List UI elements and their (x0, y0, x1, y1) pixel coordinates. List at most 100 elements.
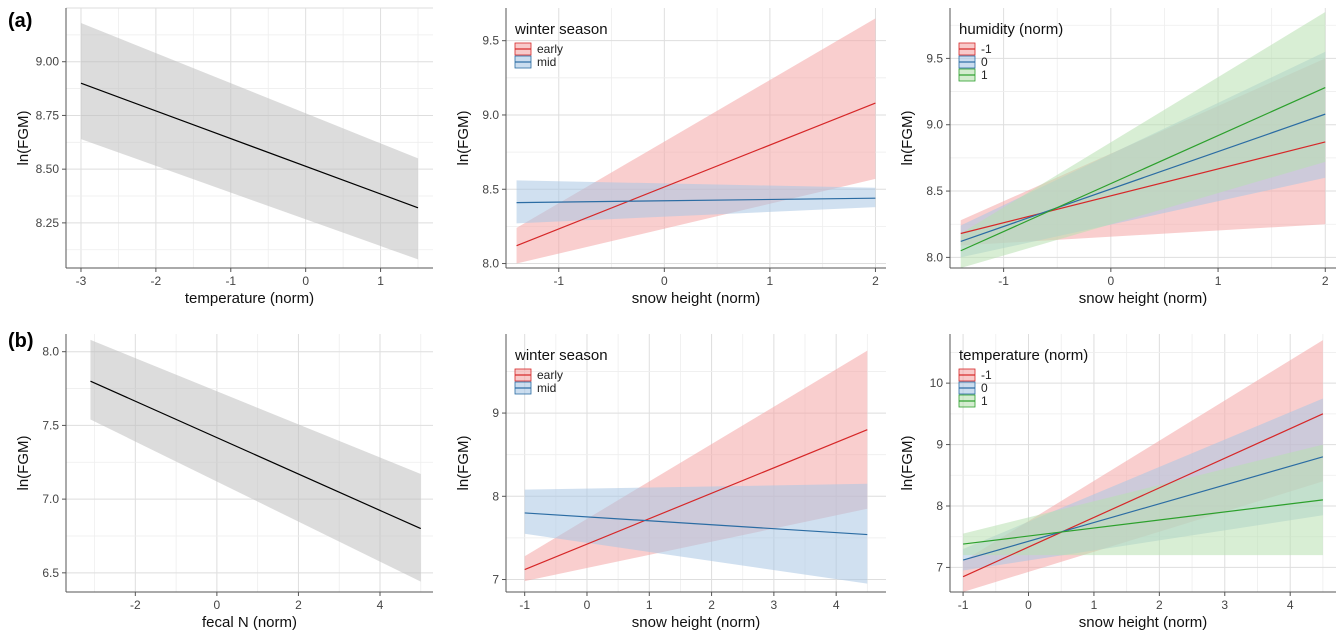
y-axis-title: ln(FGM) (455, 436, 472, 491)
fit-line-fit (90, 380, 422, 530)
x-tick-label: -3 (76, 274, 87, 288)
x-tick-label: 0 (584, 598, 591, 612)
legend-label: early (537, 368, 563, 382)
x-tick-label: 1 (377, 274, 384, 288)
chart-panel-1: -3 -2 -1 0 1 8.25 8.50 8.75 9.00 temperature (nor… (15, 7, 433, 307)
y-axis-title: ln(FGM) (899, 111, 916, 166)
fit-line-series-2 (962, 456, 1324, 561)
x-tick-label: 2 (872, 274, 879, 288)
legend-label: 0 (981, 55, 988, 69)
fit-line-series-1 (962, 413, 1324, 578)
y-tick-label: 9.5 (482, 34, 499, 48)
x-tick-label: -1 (958, 598, 969, 612)
legend-title: winter season (514, 21, 608, 38)
y-tick-label: 9.0 (926, 118, 943, 132)
y-tick-label: 7.0 (42, 492, 59, 506)
y-tick-label: 8.5 (926, 184, 943, 198)
fit-line-series-2 (516, 197, 876, 204)
x-tick-label: 0 (1107, 274, 1114, 288)
x-tick-label: 0 (661, 274, 668, 288)
fit-line-series-3 (963, 499, 1323, 545)
x-tick-label: -1 (225, 274, 236, 288)
x-tick-label: 0 (302, 274, 309, 288)
y-tick-label: 8.25 (36, 216, 60, 230)
chart-panel-2: -1 0 1 2 8.0 8.5 9.0 9.5 snow height (norm) ln(FG… (455, 8, 886, 307)
y-tick-label: 8.0 (42, 345, 59, 359)
y-tick-label: 9.0 (482, 108, 499, 122)
x-tick-label: 2 (708, 598, 715, 612)
x-tick-label: 3 (1221, 598, 1228, 612)
fit-line-series-1 (516, 102, 876, 247)
y-tick-label: 8.0 (926, 250, 943, 264)
y-tick-label: 7 (492, 573, 499, 587)
x-tick-label: 4 (377, 598, 384, 612)
legend-label: -1 (981, 368, 992, 382)
legend-label: -1 (981, 42, 992, 56)
x-tick-label: 0 (214, 598, 221, 612)
y-tick-label: 9.00 (36, 55, 60, 69)
y-axis-title: ln(FGM) (899, 436, 916, 491)
legend-label: 0 (981, 381, 988, 395)
y-tick-label: 7 (936, 560, 943, 574)
x-tick-label: -1 (553, 274, 564, 288)
x-tick-label: 0 (1025, 598, 1032, 612)
y-axis-title: ln(FGM) (15, 436, 32, 491)
y-tick-label: 8.0 (482, 257, 499, 271)
y-tick-label: 8 (936, 499, 943, 513)
y-axis-title: ln(FGM) (455, 111, 472, 166)
x-axis-title: fecal N (norm) (202, 614, 297, 631)
x-tick-label: 1 (646, 598, 653, 612)
y-tick-label: 7.5 (42, 418, 59, 432)
legend-title: temperature (norm) (959, 347, 1088, 364)
x-axis-title: snow height (norm) (632, 614, 760, 631)
x-tick-label: -2 (130, 598, 141, 612)
fit-line-series-1 (524, 429, 868, 571)
x-tick-label: 1 (1215, 274, 1222, 288)
y-tick-label: 6.5 (42, 566, 59, 580)
chart-panel-4: -2 0 2 4 6.5 7.0 7.5 8.0 fecal N (norm) ln(FGM) (15, 334, 433, 631)
x-tick-label: -2 (151, 274, 162, 288)
legend-title: winter season (514, 347, 608, 364)
legend-label: mid (537, 381, 556, 395)
fit-line-series-2 (960, 113, 1326, 243)
legend-label: mid (537, 55, 556, 69)
legend-label: early (537, 42, 563, 56)
x-axis-title: temperature (norm) (185, 290, 314, 307)
fit-line-fit (80, 82, 419, 209)
y-tick-label: 9.5 (926, 51, 943, 65)
x-tick-label: 2 (295, 598, 302, 612)
x-axis-title: snow height (norm) (1079, 614, 1207, 631)
y-tick-label: 8 (492, 489, 499, 503)
panel-label-a: (a) (8, 10, 33, 32)
x-tick-label: -1 (519, 598, 530, 612)
y-tick-label: 8.5 (482, 182, 499, 196)
legend-label: 1 (981, 68, 988, 82)
confidence-band-series-3 (960, 11, 1326, 269)
x-tick-label: 2 (1322, 274, 1329, 288)
panel-label-b: (b) (8, 330, 34, 352)
x-axis-title: snow height (norm) (632, 290, 760, 307)
legend-label: 1 (981, 394, 988, 408)
y-tick-label: 9 (936, 438, 943, 452)
confidence-band-series-2 (524, 483, 868, 584)
confidence-band-series-2 (516, 180, 876, 224)
fit-line-series-1 (960, 141, 1326, 235)
legend-title: humidity (norm) (959, 21, 1063, 38)
x-tick-label: 3 (771, 598, 778, 612)
y-tick-label: 8.75 (36, 108, 60, 122)
fit-line-series-3 (960, 87, 1326, 252)
x-tick-label: 4 (833, 598, 840, 612)
x-tick-label: 1 (767, 274, 774, 288)
confidence-band-series-3 (963, 444, 1323, 556)
y-tick-label: 8.50 (36, 162, 60, 176)
x-axis-title: snow height (norm) (1079, 290, 1207, 307)
x-tick-label: 2 (1156, 598, 1163, 612)
x-tick-label: 4 (1287, 598, 1294, 612)
chart-panel-5: -1 0 1 2 3 4 7 8 9 snow height (norm) ln(FGM) winte… (455, 334, 886, 631)
confidence-band-fit (90, 339, 421, 582)
confidence-band-fit (80, 23, 419, 260)
x-tick-label: 1 (1091, 598, 1098, 612)
y-tick-label: 9 (492, 406, 499, 420)
